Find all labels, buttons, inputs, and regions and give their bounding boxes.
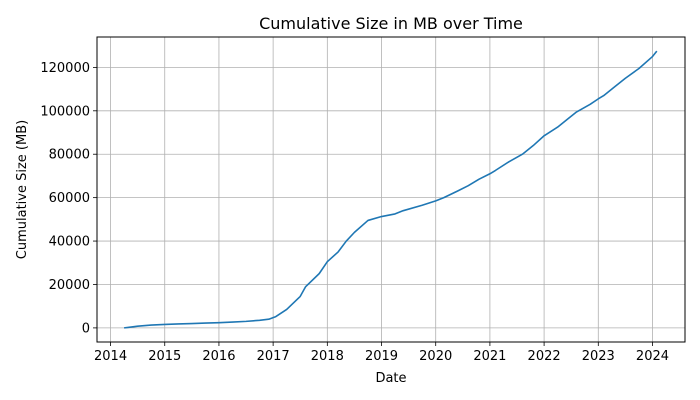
x-tick-label: 2017 xyxy=(257,349,290,364)
y-axis-label: Cumulative Size (MB) xyxy=(15,120,30,259)
y-tick-label: 120000 xyxy=(40,61,90,76)
x-axis-label: Date xyxy=(375,371,406,386)
x-tick-label: 2016 xyxy=(202,349,235,364)
x-tick-label: 2022 xyxy=(528,349,561,364)
y-tick-label: 80000 xyxy=(49,148,90,163)
y-tick-label: 40000 xyxy=(49,235,90,250)
x-tick-label: 2018 xyxy=(311,349,344,364)
x-tick-label: 2015 xyxy=(148,349,181,364)
grid-lines xyxy=(97,37,685,342)
axes-frame xyxy=(96,36,686,343)
x-tick-label: 2023 xyxy=(582,349,615,364)
x-axis-ticks: 2014 2015 2016 2017 2018 2019 2020 2021 2022 2023… xyxy=(94,342,669,364)
chart-title: Cumulative Size in MB over Time xyxy=(259,14,523,33)
x-tick-label: 2019 xyxy=(365,349,398,364)
x-tick-label: 2024 xyxy=(636,349,669,364)
y-tick-label: 100000 xyxy=(40,104,90,119)
x-tick-label: 2020 xyxy=(419,349,452,364)
y-tick-label: 60000 xyxy=(49,191,90,206)
y-tick-label: 20000 xyxy=(49,278,90,293)
series-line-0 xyxy=(123,50,658,329)
y-axis-ticks: 0 20000 40000 60000 80000 100000 120000 xyxy=(40,61,97,336)
y-tick-label: 0 xyxy=(82,321,90,336)
x-tick-label: 2014 xyxy=(94,349,127,364)
plot-area xyxy=(123,50,658,329)
x-tick-label: 2021 xyxy=(473,349,506,364)
